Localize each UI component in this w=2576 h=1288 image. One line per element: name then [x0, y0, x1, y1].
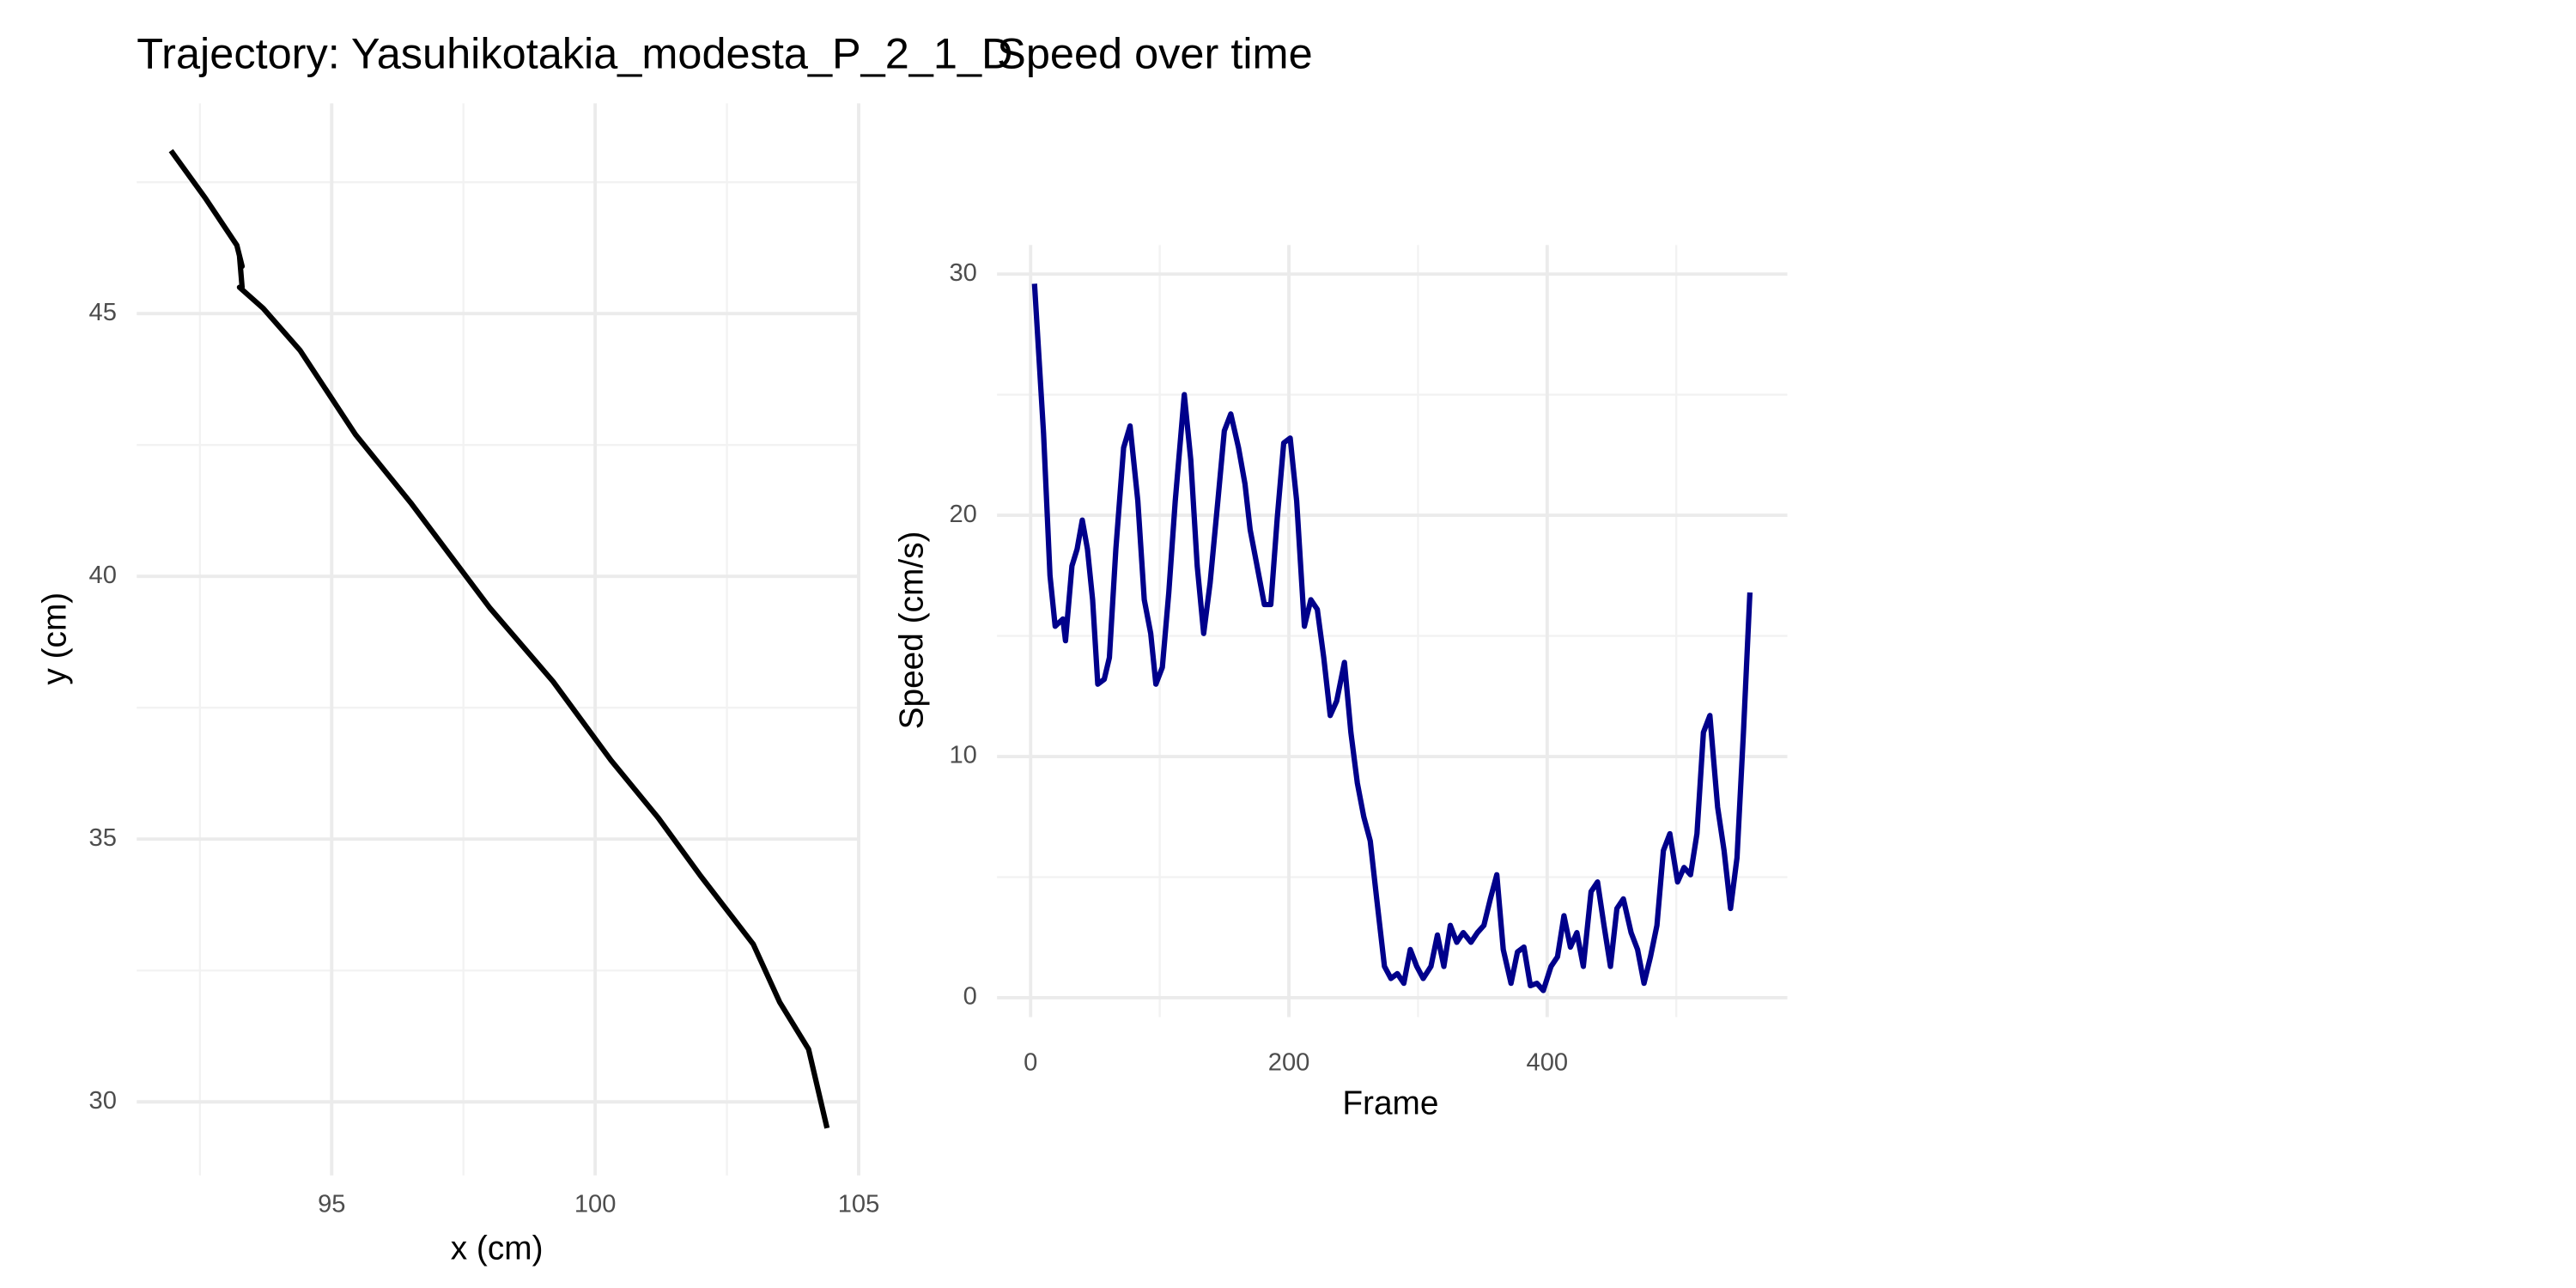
- y-tick-label: 40: [89, 562, 117, 589]
- y-axis-label: Speed (cm/s): [893, 532, 930, 730]
- x-tick-label: 0: [1024, 1049, 1037, 1077]
- chart-title: Trajectory: Yasuhikotakia_modesta_P_2_1_…: [137, 28, 1012, 77]
- y-tick-label: 10: [949, 742, 976, 769]
- y-tick-label: 20: [949, 501, 976, 528]
- x-tick-label: 100: [574, 1191, 617, 1218]
- chart-title: Speed over time: [997, 28, 1313, 77]
- x-axis-label: x (cm): [451, 1230, 544, 1267]
- y-tick-label: 30: [89, 1087, 117, 1115]
- data-line: [168, 149, 830, 1129]
- x-tick-label: 105: [838, 1191, 880, 1218]
- y-tick-label: 30: [949, 259, 976, 287]
- x-tick-label: 95: [318, 1191, 345, 1218]
- x-tick-label: 200: [1268, 1049, 1310, 1077]
- y-tick-label: 45: [89, 299, 117, 326]
- x-tick-label: 400: [1527, 1049, 1569, 1077]
- y-tick-label: 0: [963, 983, 977, 1011]
- data-line: [1031, 283, 1753, 993]
- y-tick-label: 35: [89, 824, 117, 852]
- y-axis-label: y (cm): [36, 592, 73, 685]
- x-axis-label: Frame: [1342, 1085, 1438, 1122]
